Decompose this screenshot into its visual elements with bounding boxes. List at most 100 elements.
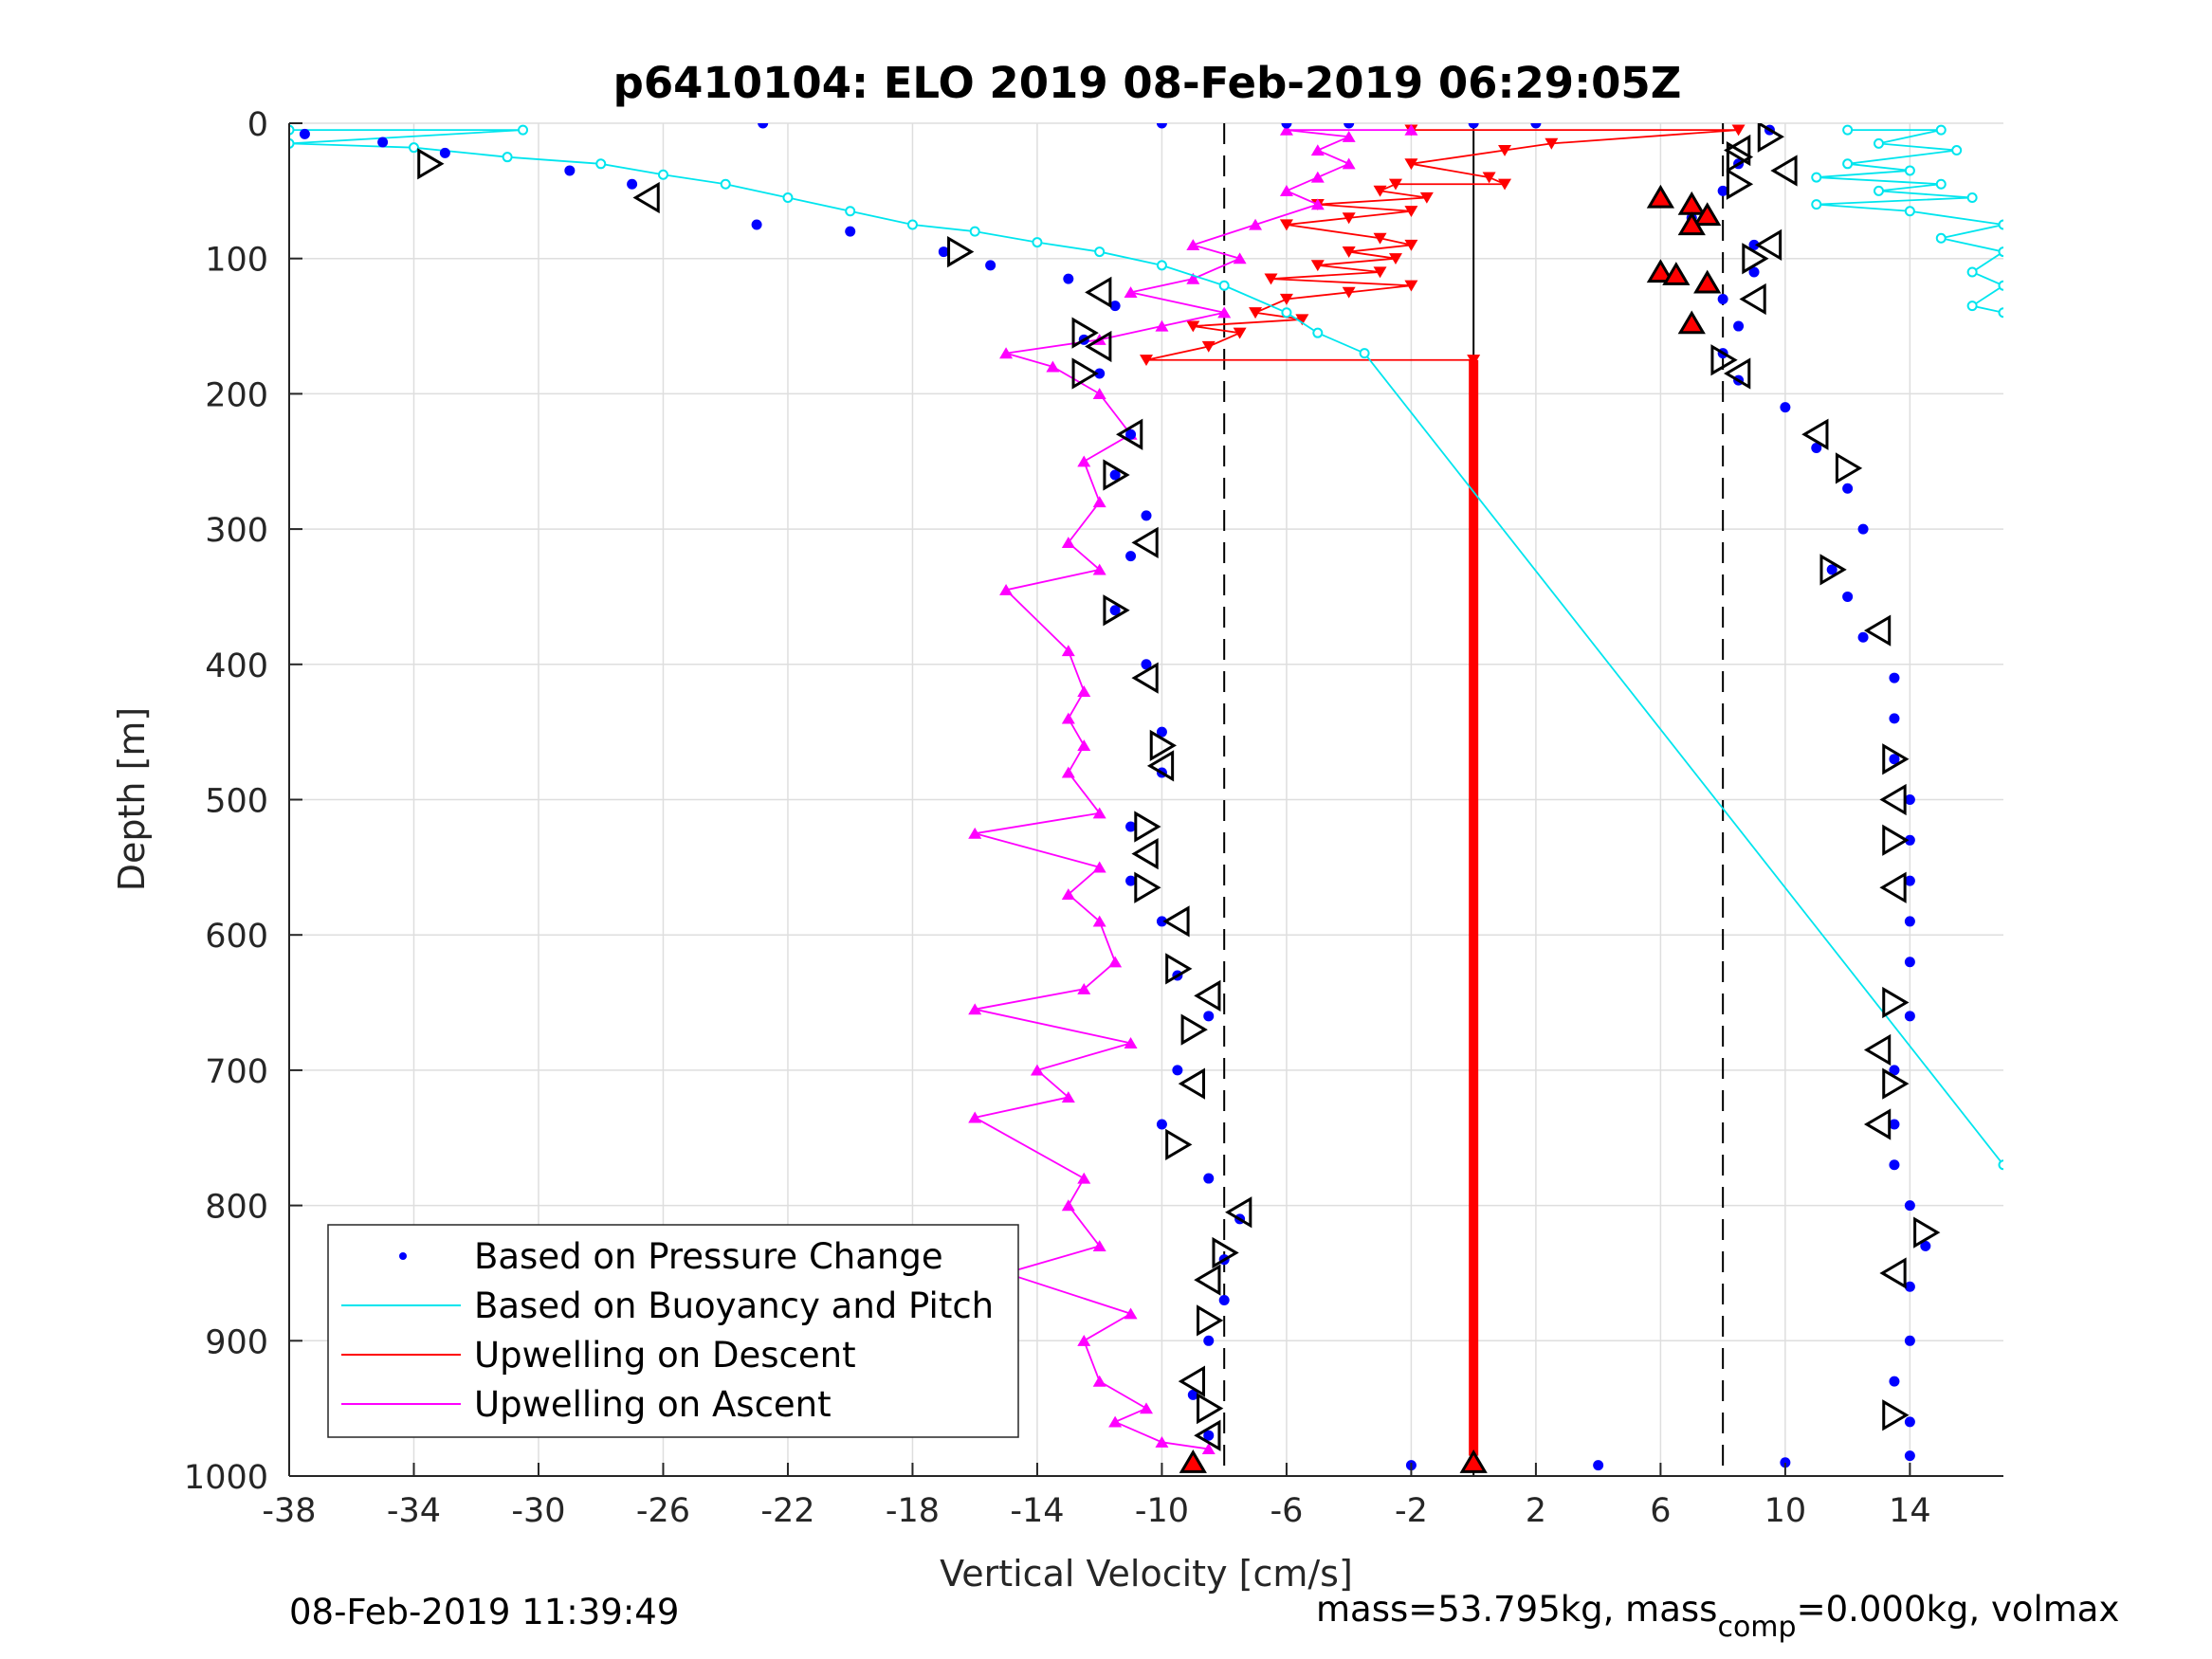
descent-point [1482, 172, 1496, 184]
ascent-point [1342, 157, 1356, 170]
chart-title: p6410104: ELO 2019 08-Feb-2019 06:29:05Z [613, 58, 1682, 108]
direction-triangle [1071, 357, 1099, 390]
direction-triangle [1165, 953, 1193, 985]
pressure-point [1141, 510, 1152, 521]
pressure-point [1125, 875, 1137, 886]
pressure-point [1733, 320, 1745, 332]
pressure-point [1904, 834, 1915, 846]
y-tick-label: 500 [205, 783, 268, 821]
direction-triangle [1162, 905, 1190, 938]
legend: Based on Pressure Change Based on Buoyan… [327, 1224, 1019, 1438]
direction-triangle [1116, 418, 1143, 450]
direction-triangle [1103, 594, 1130, 627]
direction-triangle [1879, 783, 1907, 816]
descent-point [1498, 144, 1512, 156]
direction-triangle [1131, 662, 1159, 694]
buoyancy-point [906, 219, 918, 230]
direction-triangle [1879, 871, 1907, 903]
ascent-point [1061, 766, 1075, 778]
ascent-red-marker [1677, 310, 1706, 335]
descent-point [1404, 158, 1418, 171]
direction-triangle [1212, 1236, 1239, 1269]
y-tick-label: 200 [205, 376, 268, 414]
buoyancy-point [1935, 124, 1947, 136]
buoyancy-point [1312, 327, 1324, 338]
ascent-point [968, 1111, 982, 1123]
footer-mass-tail: =0.000kg, volmax [1797, 1589, 2120, 1630]
direction-triangle [1770, 155, 1798, 187]
direction-triangle [1194, 1264, 1221, 1296]
pressure-point [1904, 916, 1915, 927]
pressure-point [1172, 1065, 1183, 1076]
direction-triangle [1085, 330, 1112, 363]
pressure-point [1780, 1457, 1791, 1468]
ascent-point [1092, 1375, 1106, 1387]
ascent-point [1310, 171, 1325, 183]
buoyancy-point [595, 158, 607, 170]
descent-point [1201, 340, 1216, 353]
buoyancy-point [1281, 307, 1292, 319]
pressure-point [1889, 713, 1900, 724]
pressure-point [758, 123, 769, 129]
direction-triangle [1863, 614, 1892, 647]
pressure-point [1748, 266, 1760, 278]
ascent-point [1092, 496, 1106, 508]
buoyancy-point [782, 191, 794, 203]
pressure-point [1156, 1119, 1167, 1130]
direction-triangle [1739, 283, 1766, 316]
legend-label-ascent: Upwelling on Ascent [474, 1384, 832, 1425]
direction-triangle [1178, 1365, 1206, 1397]
direction-triangle [1194, 979, 1221, 1012]
pressure-point [1904, 1011, 1915, 1022]
ascent-point [1077, 1335, 1091, 1346]
buoyancy-point [1998, 246, 2003, 258]
descent-point [1419, 191, 1434, 204]
descent-point [1186, 320, 1200, 333]
pressure-point [1904, 875, 1915, 886]
ascent-point [1092, 388, 1106, 399]
buoyancy-point [1811, 172, 1822, 183]
x-tick-label: -10 [1135, 1492, 1189, 1530]
y-axis-label: Depth [m] [111, 707, 153, 892]
pressure-point [627, 178, 638, 190]
pressure-point [1109, 469, 1121, 481]
pressure-point [1156, 726, 1167, 738]
descent-point [1295, 314, 1309, 326]
footer-mass-text: mass=53.795kg, mass [1316, 1589, 1717, 1630]
ascent-red-marker [1646, 259, 1675, 283]
ascent-point [1108, 956, 1123, 968]
descent-point [1373, 266, 1387, 279]
direction-triangle [1180, 1013, 1208, 1046]
x-tick-label: -30 [511, 1492, 565, 1530]
direction-triangle [1863, 1108, 1892, 1140]
direction-triangle [1863, 1033, 1892, 1066]
buoyancy-point [289, 124, 295, 136]
ascent-point [1092, 861, 1106, 873]
direction-triangle [1165, 1128, 1193, 1161]
ascent-point [1092, 563, 1106, 575]
buoyancy-point [518, 124, 529, 136]
buoyancy-point [1156, 260, 1167, 271]
direction-triangle [1754, 228, 1782, 262]
pressure-point [1125, 428, 1137, 440]
legend-label-buoyancy: Based on Buoyancy and Pitch [474, 1285, 994, 1326]
ascent-point [1186, 272, 1200, 284]
x-tick-label: 2 [1526, 1492, 1546, 1530]
descent-point [1388, 253, 1402, 264]
direction-triangle [1801, 418, 1829, 450]
pressure-point [1904, 957, 1915, 968]
direction-triangle [1724, 357, 1751, 390]
ascent-point [999, 584, 1014, 595]
buoyancy-point [1032, 237, 1043, 248]
ascent-point [1342, 130, 1356, 142]
descent-point [1731, 124, 1746, 137]
buoyancy-point [1359, 348, 1370, 359]
buoyancy-point [1874, 185, 1885, 196]
buoyancy-point [1842, 124, 1854, 136]
direction-triangle [1131, 837, 1159, 870]
pressure-point [1857, 523, 1869, 535]
y-tick-label: 800 [205, 1189, 268, 1227]
buoyancy-point [1811, 199, 1822, 210]
pressure-point [1780, 402, 1791, 413]
